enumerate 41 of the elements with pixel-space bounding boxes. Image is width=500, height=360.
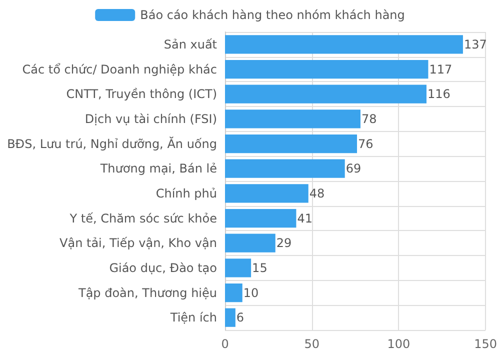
legend-label: Báo cáo khách hàng theo nhóm khách hàng: [140, 8, 405, 22]
x-tick-label: 150: [474, 337, 497, 351]
y-tick-label: Y tế, Chăm sóc sức khỏe: [68, 211, 217, 226]
bar: [225, 283, 242, 302]
data-label: 15: [252, 260, 268, 275]
data-label: 29: [276, 236, 292, 250]
bar: [225, 84, 426, 104]
data-label: 69: [346, 162, 362, 176]
y-tick-label: Thương mại, Bán lẻ: [99, 162, 217, 176]
data-label: 48: [309, 186, 325, 200]
data-label: 41: [297, 211, 312, 226]
y-tick-label: Tiện ích: [169, 310, 217, 325]
y-tick-label: Tập đoàn, Thương hiệu: [77, 286, 217, 300]
bar: [225, 208, 296, 228]
bar: [225, 184, 308, 203]
bar: [225, 234, 276, 252]
bar: [225, 159, 345, 178]
y-tick-label: Sản xuất: [164, 37, 218, 52]
y-tick-label: Vận tải, Tiếp vận, Kho vận: [60, 236, 217, 250]
x-tick-label: 0: [221, 337, 229, 351]
data-label: 10: [243, 286, 259, 300]
data-label: 117: [429, 62, 452, 76]
data-label: 76: [358, 136, 374, 151]
data-label: 137: [464, 37, 487, 52]
data-label: 116: [427, 87, 450, 102]
data-label: 78: [361, 112, 377, 126]
bar: [225, 35, 463, 54]
bar: [225, 308, 236, 327]
x-tick-label: 50: [304, 337, 320, 351]
x-tick-label: 100: [387, 337, 410, 351]
bar: [225, 258, 252, 278]
bar: [225, 110, 360, 128]
data-label: 6: [236, 310, 244, 325]
y-tick-label: Chính phủ: [156, 186, 217, 200]
y-tick-label: Các tổ chức/ Doanh nghiệp khác: [22, 62, 217, 76]
bar: [225, 60, 428, 79]
bar: [225, 134, 358, 154]
y-tick-label: BĐS, Lưu trú, Nghỉ dưỡng, Ăn uống: [7, 136, 217, 151]
y-tick-label: CNTT, Truyền thông (ICT): [66, 87, 217, 102]
y-tick-label: Giáo dục, Đào tạo: [109, 260, 217, 275]
y-tick-label: Dịch vụ tài chính (FSI): [84, 112, 217, 126]
